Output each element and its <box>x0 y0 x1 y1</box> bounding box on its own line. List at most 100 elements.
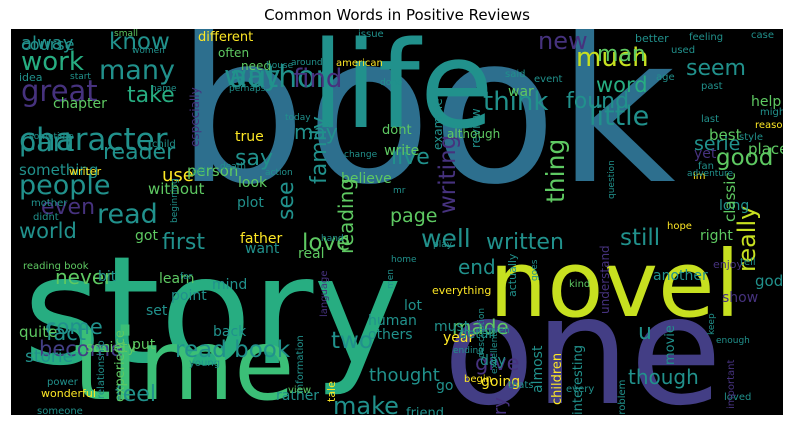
cloud-word-last: last <box>701 114 720 125</box>
cloud-word-set: set <box>146 303 168 319</box>
cloud-word-used: used <box>671 45 696 56</box>
cloud-word-better: better <box>635 32 669 45</box>
cloud-word-power: power <box>47 377 78 388</box>
cloud-word-help: help <box>751 94 782 110</box>
cloud-word-might: might <box>760 107 783 118</box>
cloud-word-idea: idea <box>19 71 43 84</box>
cloud-word-take: take <box>127 83 175 108</box>
cloud-word-page: page <box>390 205 438 227</box>
cloud-word-u: u <box>638 320 652 345</box>
cloud-word-plot: plot <box>237 195 264 211</box>
cloud-word-especially: especially <box>188 87 202 147</box>
cloud-word-goes: goes <box>530 259 540 281</box>
cloud-word-best: best <box>709 126 742 144</box>
cloud-word-enough: enough <box>716 336 750 346</box>
cloud-word-reader: reader <box>103 140 176 165</box>
cloud-word-every: every <box>566 384 595 395</box>
cloud-word-start: start <box>70 72 91 82</box>
cloud-word-put: put <box>132 337 156 353</box>
cloud-word-become: become <box>39 337 124 361</box>
cloud-word-hand: hand <box>321 234 344 244</box>
cloud-word-way: way <box>224 59 281 92</box>
cloud-word-human: human <box>368 313 417 329</box>
cloud-word-experience: experience <box>113 329 128 402</box>
cloud-word-reason: reason <box>755 120 783 131</box>
cloud-word-author: author <box>229 60 328 95</box>
cloud-word-another: another <box>653 268 708 284</box>
cloud-word-wonderful: wonderful <box>41 387 96 400</box>
cloud-word-god: god <box>755 272 783 290</box>
cloud-word-feel: feel <box>115 382 156 407</box>
cloud-word-friend: friend <box>406 406 445 415</box>
cloud-word-american: american <box>336 58 383 69</box>
cloud-word-family: family <box>307 116 332 184</box>
cloud-word-thats: thats <box>508 380 534 391</box>
cloud-word-mother: mother <box>31 198 68 209</box>
cloud-word-event: event <box>534 74 563 85</box>
cloud-word-actually: actually <box>506 253 519 297</box>
cloud-word-place: place <box>748 140 783 158</box>
cloud-word-im: im <box>693 171 706 182</box>
cloud-word-first: first <box>162 230 205 255</box>
cloud-word-fan: fan <box>698 161 714 172</box>
cloud-word-found: found <box>566 89 630 114</box>
cloud-word-right: right <box>700 228 733 244</box>
cloud-word-thought: thought <box>369 365 440 386</box>
cloud-word-mind: mind <box>212 277 248 293</box>
cloud-word-know: know <box>109 29 170 55</box>
cloud-word-much: much <box>576 43 649 73</box>
cloud-word-even: even <box>41 195 96 220</box>
cloud-word-dont: dont <box>382 123 412 138</box>
word-cloud: book story one life novel time character people… <box>11 29 783 415</box>
cloud-word-bit: bit <box>98 269 117 285</box>
cloud-word-didnt: didnt <box>33 212 59 223</box>
cloud-word-many: many <box>99 55 175 86</box>
cloud-word-true: true <box>235 129 264 145</box>
cloud-word-language: language <box>319 270 330 317</box>
cloud-word-story: story <box>23 225 403 399</box>
cloud-word-past: past <box>701 81 723 92</box>
cloud-word-alway: alway <box>21 33 74 54</box>
cloud-word-keep: keep <box>707 313 717 335</box>
cloud-word-think: think <box>483 87 549 117</box>
cloud-word-issue: issue <box>358 29 384 40</box>
cloud-word-two: two <box>331 328 373 354</box>
cloud-word-real: real <box>298 246 325 262</box>
cloud-word-hope: hope <box>667 221 692 232</box>
cloud-word-world: world <box>19 219 77 243</box>
cloud-word-though: though <box>628 365 699 389</box>
cloud-word-perhaps: perhaps <box>229 84 266 94</box>
cloud-word-believe: believe <box>341 171 392 187</box>
cloud-word-got: got <box>135 228 158 244</box>
cloud-word-man: man <box>597 42 646 67</box>
cloud-word-reading-book: reading book <box>23 261 89 272</box>
cloud-word-read-book: read book <box>175 337 291 363</box>
cloud-word-good: good <box>716 145 774 171</box>
cloud-word-sometime: sometime <box>29 132 74 142</box>
cloud-word-come: come <box>45 315 103 339</box>
cloud-word-lot: lot <box>404 298 422 314</box>
cloud-word-look: look <box>238 175 268 191</box>
chart-title: Common Words in Positive Reviews <box>264 6 530 24</box>
cloud-word-back: back <box>213 324 247 340</box>
cloud-word-everything: everything <box>432 284 492 297</box>
cloud-word-done: done <box>380 78 403 88</box>
cloud-word-going: going <box>481 374 521 390</box>
cloud-word-year: year <box>443 330 475 346</box>
cloud-word-writer: writer <box>69 165 102 178</box>
cloud-word-chapter: chapter <box>53 96 107 112</box>
cloud-word-loved: loved <box>724 392 752 403</box>
cloud-word-age: age <box>656 72 675 83</box>
cloud-word-rather: rather <box>276 388 320 404</box>
cloud-word-write: write <box>384 143 420 159</box>
cloud-word-time: time <box>73 309 295 415</box>
cloud-word-problem: problem <box>617 379 628 415</box>
cloud-word-someone: someone <box>37 406 83 416</box>
cloud-word-made: made <box>452 315 509 339</box>
cloud-word-movie: movie <box>663 325 678 365</box>
cloud-word-example: example <box>431 98 445 150</box>
cloud-word-something: something <box>19 161 99 179</box>
cloud-word-detail: detail <box>459 327 496 342</box>
cloud-word-love: love <box>302 230 351 256</box>
cloud-word-still: still <box>620 225 661 251</box>
